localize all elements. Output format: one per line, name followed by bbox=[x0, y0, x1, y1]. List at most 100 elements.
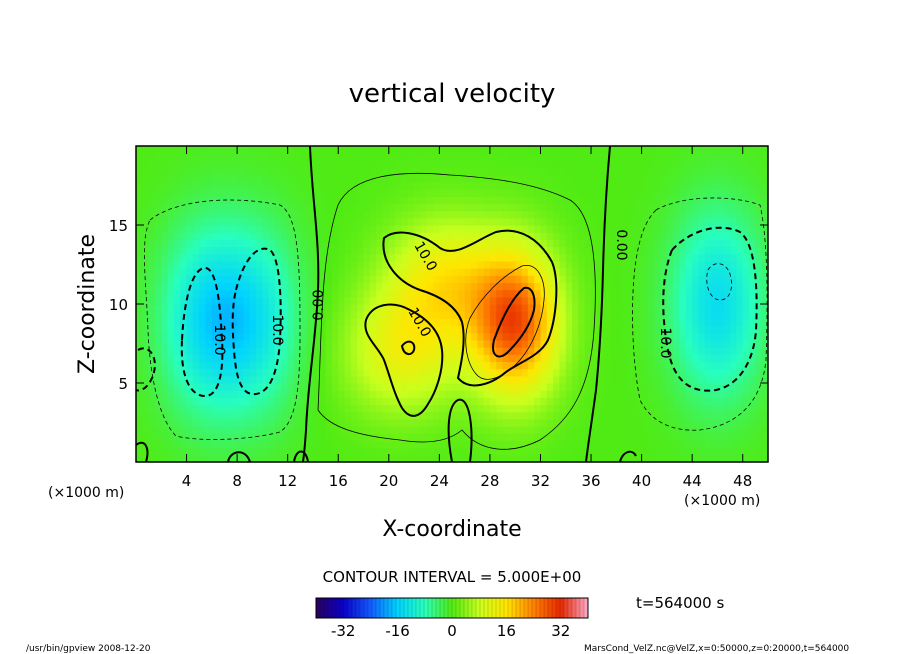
field-cell bbox=[319, 318, 327, 327]
field-cell bbox=[698, 289, 706, 298]
field-cell bbox=[249, 203, 257, 212]
field-cell bbox=[154, 311, 162, 319]
field-cell bbox=[388, 426, 396, 434]
field-cell bbox=[578, 304, 586, 312]
field-cell bbox=[711, 418, 719, 427]
field-cell bbox=[470, 282, 478, 291]
field-cell bbox=[559, 217, 567, 226]
field-cell bbox=[414, 447, 421, 456]
field-cell bbox=[483, 339, 491, 348]
field-cell bbox=[306, 390, 314, 398]
field-cell bbox=[717, 146, 725, 154]
field-cell bbox=[350, 433, 358, 442]
field-cell bbox=[628, 426, 636, 434]
field-cell bbox=[483, 347, 491, 355]
field-cell bbox=[237, 433, 245, 442]
field-cell bbox=[338, 260, 346, 269]
field-cell bbox=[452, 275, 459, 284]
field-cell bbox=[692, 375, 700, 384]
field-cell bbox=[749, 174, 756, 183]
field-cell bbox=[673, 246, 681, 255]
field-cell bbox=[559, 268, 567, 276]
field-cell bbox=[470, 318, 478, 327]
field-cell bbox=[666, 454, 674, 462]
field-cell bbox=[275, 153, 282, 161]
field-cell bbox=[433, 146, 440, 154]
field-cell bbox=[167, 246, 175, 255]
field-cell bbox=[515, 440, 523, 449]
field-cell bbox=[673, 304, 681, 312]
field-cell bbox=[692, 397, 700, 406]
field-cell bbox=[154, 318, 162, 327]
field-cell bbox=[540, 225, 548, 233]
field-cell bbox=[730, 383, 737, 391]
field-cell bbox=[230, 311, 238, 319]
field-cell bbox=[401, 426, 409, 434]
field-cell bbox=[559, 225, 567, 233]
field-cell bbox=[673, 268, 681, 276]
field-cell bbox=[414, 153, 421, 161]
field-cell bbox=[148, 146, 156, 154]
field-cell bbox=[559, 153, 567, 161]
field-cell bbox=[414, 347, 421, 355]
field-cell bbox=[230, 433, 238, 442]
field-cell bbox=[452, 347, 459, 355]
colorbar-ticks: -32 -16 0 16 32 bbox=[331, 622, 570, 640]
field-cell bbox=[666, 153, 674, 161]
field-cell bbox=[761, 217, 768, 226]
field-cell bbox=[388, 368, 396, 377]
field-cell bbox=[395, 332, 403, 341]
field-cell bbox=[395, 225, 403, 233]
x-unit-right: (×1000 m) bbox=[684, 493, 760, 509]
field-cell bbox=[407, 239, 415, 248]
field-cell bbox=[230, 383, 238, 391]
field-cell bbox=[647, 375, 655, 384]
field-cell bbox=[679, 275, 687, 284]
field-cell bbox=[401, 433, 409, 442]
field-cell bbox=[635, 404, 643, 413]
field-cell bbox=[363, 454, 371, 462]
field-cell bbox=[237, 411, 245, 420]
field-cell bbox=[294, 433, 301, 442]
field-cell bbox=[300, 325, 308, 334]
field-cell bbox=[458, 203, 466, 212]
field-cell bbox=[167, 332, 175, 341]
field-cell bbox=[489, 390, 497, 398]
field-cell bbox=[281, 239, 289, 248]
field-cell bbox=[275, 203, 282, 212]
field-cell bbox=[496, 210, 504, 219]
field-cell bbox=[679, 411, 687, 420]
field-cell bbox=[312, 253, 320, 262]
field-cell bbox=[616, 174, 624, 183]
field-cell bbox=[136, 239, 143, 248]
field-cell bbox=[312, 282, 320, 291]
field-cell bbox=[433, 246, 440, 255]
field-cell bbox=[717, 296, 725, 305]
field-cell bbox=[749, 304, 756, 312]
field-cell bbox=[433, 325, 440, 334]
field-cell bbox=[704, 347, 712, 355]
field-cell bbox=[616, 311, 624, 319]
field-cell bbox=[331, 153, 339, 161]
field-cell bbox=[281, 203, 289, 212]
field-cell bbox=[483, 311, 491, 319]
field-cell bbox=[489, 304, 497, 312]
field-cell bbox=[603, 375, 611, 384]
field-cell bbox=[363, 225, 371, 233]
field-cell bbox=[464, 167, 472, 176]
field-cell bbox=[256, 361, 263, 370]
field-cell bbox=[192, 347, 200, 355]
field-cell bbox=[477, 189, 485, 197]
field-cell bbox=[369, 268, 377, 276]
field-cell bbox=[711, 397, 719, 406]
field-cell bbox=[319, 332, 327, 341]
field-cell bbox=[742, 296, 750, 305]
field-cell bbox=[205, 296, 213, 305]
field-cell bbox=[319, 347, 327, 355]
field-cell bbox=[660, 426, 668, 434]
field-cell bbox=[704, 246, 712, 255]
field-cell bbox=[376, 383, 384, 391]
field-cell bbox=[249, 246, 257, 255]
field-cell bbox=[464, 181, 472, 190]
field-cell bbox=[224, 339, 232, 348]
